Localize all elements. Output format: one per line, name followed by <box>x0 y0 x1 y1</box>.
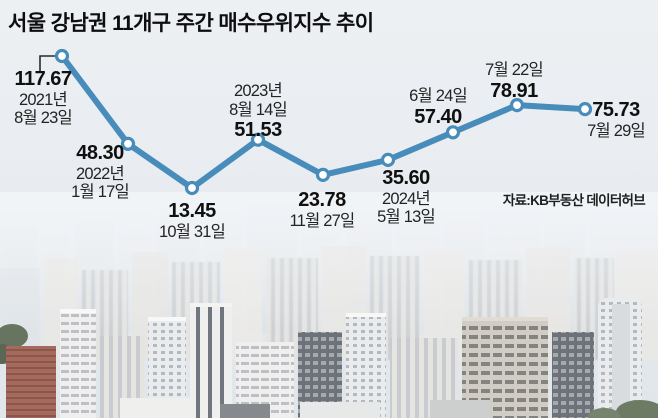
point-value: 35.60 <box>382 167 430 189</box>
point-date: 5월 13일 <box>377 208 435 227</box>
point-date: 2022년 <box>76 164 125 183</box>
chart-title-suffix: 추이 <box>330 12 374 35</box>
point-value: 48.30 <box>76 142 124 164</box>
point-date: 8월 14일 <box>229 100 287 119</box>
point-date: 6월 24일 <box>409 87 467 105</box>
point-date: 11월 27일 <box>289 211 356 230</box>
point-label-8: 7월 22일 78.91 <box>485 61 543 102</box>
point-label-4: 2023년 8월 14일 51.53 <box>229 82 287 142</box>
point-label-3: 13.45 10월 31일 <box>158 200 226 241</box>
point-date: 2021년 <box>19 90 68 109</box>
point-date: 2023년 <box>234 82 283 100</box>
chart-title-emphasis: 매수우위지수 <box>218 12 331 35</box>
point-value: 13.45 <box>168 200 216 222</box>
point-date: 2024년 <box>382 189 431 208</box>
source-credit: 자료:KB부동산 데이터허브 <box>502 193 646 208</box>
point-label-9: 75.73 7월 29일 <box>587 99 645 140</box>
point-value: 57.40 <box>414 105 462 128</box>
point-value: 51.53 <box>234 119 282 142</box>
point-label-6: 35.60 2024년 5월 13일 <box>377 167 435 227</box>
point-label-7: 6월 24일 57.40 <box>409 87 467 128</box>
point-date: 8월 23일 <box>14 109 72 128</box>
point-value: 117.67 <box>14 68 72 90</box>
point-date: 7월 29일 <box>587 121 645 140</box>
point-value: 23.78 <box>298 189 346 211</box>
point-label-5: 23.78 11월 27일 <box>289 189 356 230</box>
chart-title: 서울 강남권 11개구 주간 매수우위지수 추이 <box>8 7 374 37</box>
point-date: 1월 17일 <box>71 183 129 202</box>
point-value: 75.73 <box>592 99 640 121</box>
point-label-2: 48.30 2022년 1월 17일 <box>71 142 129 202</box>
point-date: 10월 31일 <box>158 222 226 241</box>
chart-title-prefix: 서울 강남권 11개구 주간 <box>8 12 219 35</box>
point-label-1: 117.67 2021년 8월 23일 <box>14 68 72 128</box>
point-date: 7월 22일 <box>485 61 543 79</box>
point-value: 78.91 <box>490 79 538 102</box>
